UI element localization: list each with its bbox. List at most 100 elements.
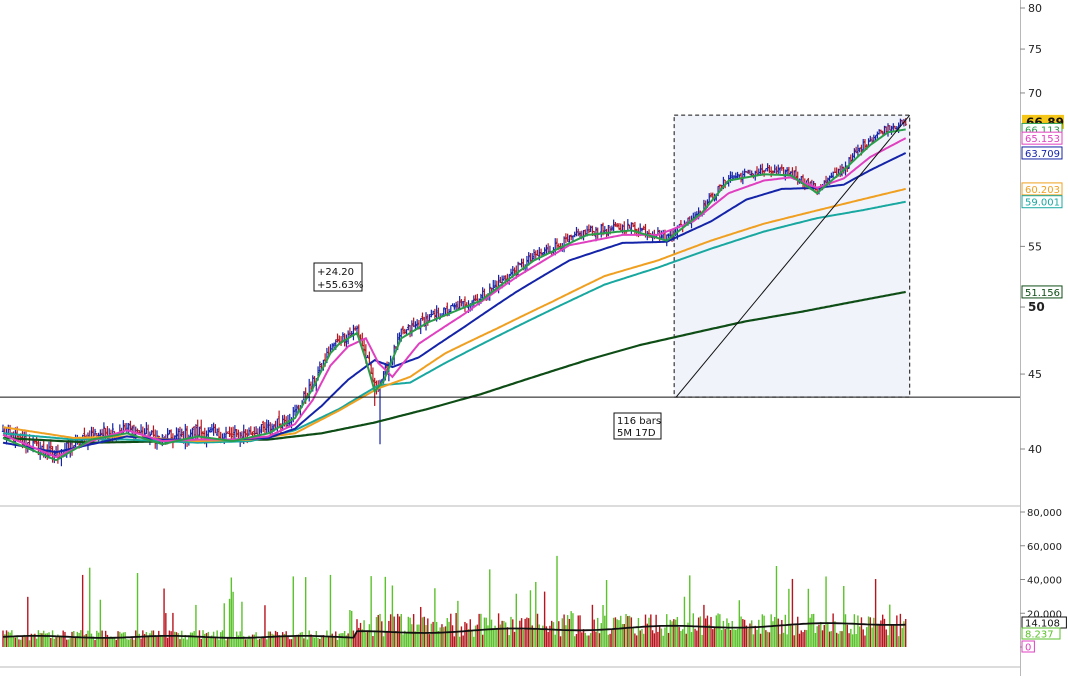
volume-bar xyxy=(104,630,107,647)
volume-bar xyxy=(349,610,351,647)
volume-bar xyxy=(658,625,661,647)
volume-bar xyxy=(609,633,611,647)
price-bar xyxy=(454,301,458,311)
price-bar xyxy=(847,156,851,170)
volume-bar xyxy=(197,636,199,647)
volume-tick-label: 80,000 xyxy=(1027,508,1062,519)
volume-bar xyxy=(671,621,673,647)
volume-bar xyxy=(181,630,183,647)
volume-bar xyxy=(320,636,323,647)
volume-bar xyxy=(905,618,907,647)
volume-bar xyxy=(35,638,38,647)
change-percent: +55.63% xyxy=(317,280,364,291)
volume-bar xyxy=(131,637,133,647)
volume-bar xyxy=(899,613,902,647)
volume-bar xyxy=(281,632,284,647)
volume-bar xyxy=(791,578,794,647)
volume-bar xyxy=(370,576,372,647)
volume-bar xyxy=(299,632,302,647)
volume-bar xyxy=(450,613,452,647)
volume-bar xyxy=(149,633,151,647)
volume-bar xyxy=(607,634,610,647)
price-bar xyxy=(628,224,631,229)
volume-bar xyxy=(736,628,739,647)
volume-bar xyxy=(756,629,758,647)
volume-bar xyxy=(140,638,142,647)
volume-bar xyxy=(526,617,528,647)
volume-bar xyxy=(851,634,854,647)
price-bar xyxy=(830,172,833,179)
svg-text:8.237: 8.237 xyxy=(1025,630,1054,641)
trend-line[interactable] xyxy=(675,114,911,398)
volume-bar xyxy=(83,635,86,647)
price-bar xyxy=(499,276,502,284)
volume-bar xyxy=(172,612,174,647)
price-bar xyxy=(421,312,424,321)
volume-bar xyxy=(170,631,172,647)
volume-bar xyxy=(740,616,742,647)
volume-bar xyxy=(759,633,762,647)
volume-bar xyxy=(540,629,542,647)
volume-bar xyxy=(630,617,633,647)
price-bar xyxy=(331,343,334,351)
price-bar xyxy=(169,429,173,441)
price-bar xyxy=(228,426,231,438)
svg-text:60.203: 60.203 xyxy=(1025,185,1060,196)
volume-bar xyxy=(414,631,417,647)
volume-bar xyxy=(4,634,6,647)
volume-bar xyxy=(811,614,813,647)
volume-bar xyxy=(120,633,123,647)
price-bar xyxy=(536,249,539,256)
volume-bar xyxy=(89,567,91,647)
volume-bar xyxy=(812,613,815,647)
volume-bar xyxy=(232,591,234,647)
volume-bar xyxy=(5,630,8,647)
price-bar xyxy=(265,419,268,435)
volume-bar xyxy=(699,616,702,647)
volume-bar xyxy=(227,637,229,647)
volume-bar xyxy=(324,637,326,647)
volume-bar xyxy=(310,634,312,647)
volume-bar xyxy=(618,620,620,647)
volume-bar xyxy=(802,632,804,647)
price-bar xyxy=(302,391,306,401)
volume-bar xyxy=(379,613,381,647)
price-axis[interactable]: 4045505570758066.8966.11365.15363.70960.… xyxy=(1020,2,1064,456)
volume-bar xyxy=(853,614,856,647)
volume-bar xyxy=(94,639,96,647)
volume-bar xyxy=(391,585,394,647)
volume-bar xyxy=(728,622,730,647)
volume-bar xyxy=(503,620,505,647)
volume-tick-label: 40,000 xyxy=(1027,576,1062,587)
volume-bar xyxy=(637,617,640,647)
volume-bar xyxy=(11,630,13,647)
volume-bar xyxy=(577,615,579,647)
price-bar xyxy=(746,169,750,174)
volume-bar xyxy=(453,636,456,647)
price-bar xyxy=(529,253,532,262)
volume-bar xyxy=(150,630,153,647)
price-bar xyxy=(863,139,867,150)
volume-bar xyxy=(467,629,470,647)
volume-bar xyxy=(855,634,857,647)
volume-bar xyxy=(404,630,406,647)
volume-bar xyxy=(200,638,202,647)
volume-bar xyxy=(448,621,450,647)
volume-bar xyxy=(820,621,822,647)
volume-bar xyxy=(520,618,523,647)
volume-bar xyxy=(244,639,247,647)
volume-bar xyxy=(455,613,457,647)
volume-bar xyxy=(280,635,282,647)
volume-bar xyxy=(347,633,349,647)
volume-bar xyxy=(106,634,109,647)
volume-bar xyxy=(685,633,687,647)
volume-bar xyxy=(278,635,280,647)
price-bar xyxy=(569,234,573,241)
volume-bar xyxy=(354,633,356,647)
price-bar xyxy=(883,125,886,134)
volume-bar xyxy=(612,617,615,647)
volume-bar xyxy=(43,630,45,647)
volume-bar xyxy=(901,628,903,647)
